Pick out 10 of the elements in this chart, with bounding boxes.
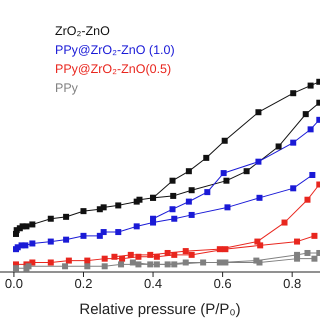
x-tick-label: 0.2 <box>74 276 93 292</box>
text: ZrO₂-ZnO <box>55 23 111 40</box>
text: PPy <box>55 80 79 97</box>
x-tick-label: 0.8 <box>283 276 302 292</box>
x-axis-title: Relative pressure (P/P₀) <box>79 301 241 318</box>
x-tick-label: 0.6 <box>214 276 232 292</box>
text: PPy@ZrO₂-ZnO (1.0) <box>55 42 175 59</box>
x-tick-label: 0.4 <box>144 276 162 292</box>
text: PPy@ZrO₂-ZnO(0.5) <box>55 61 172 78</box>
x-tick-label: 0.0 <box>4 276 23 292</box>
